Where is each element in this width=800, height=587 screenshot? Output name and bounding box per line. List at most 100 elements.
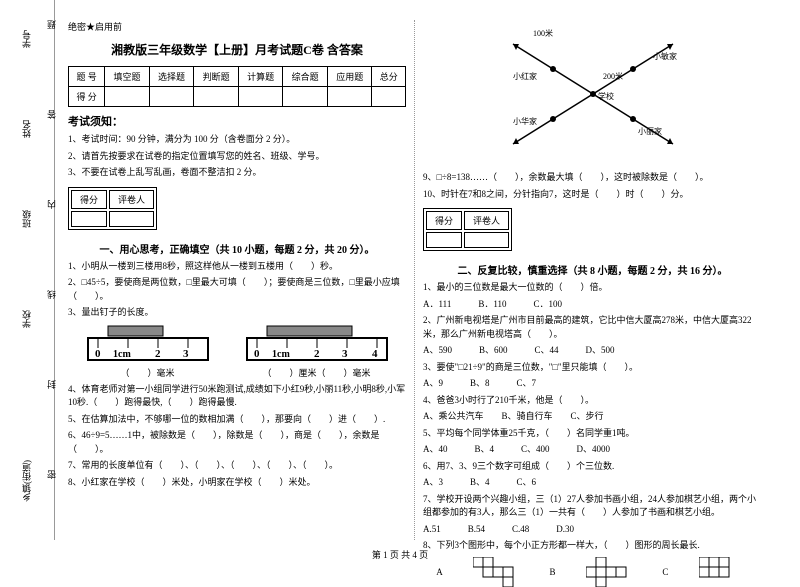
q9: 9、□÷8=138……（ ），余数最大填（ ），这时被除数是（ ）。	[423, 171, 762, 185]
svg-text:2: 2	[155, 348, 161, 360]
p1o: A．111 B．110 C．100	[423, 298, 762, 312]
p6o: A、3 B、4 C、6	[423, 476, 762, 490]
th: 判断题	[194, 67, 239, 87]
page-footer: 第 1 页 共 4 页	[0, 548, 800, 561]
td	[283, 87, 328, 107]
q2: 2、□45÷5，要使商是两位数，□里最大可填（ ）；要使商是三位数，□里最小应填…	[68, 276, 406, 303]
svg-text:3: 3	[183, 348, 189, 360]
q8: 8、小红家在学校（ ）米处，小明家在学校（ ）米处。	[68, 476, 406, 490]
svg-text:小丽家: 小丽家	[638, 126, 662, 136]
notice-item: 3、不要在试卷上乱写乱画，卷面不整洁扣 2 分。	[68, 166, 406, 180]
td	[105, 87, 150, 107]
svg-text:0: 0	[95, 348, 101, 360]
seal-da: 答	[45, 110, 58, 119]
shape-c-label: C	[662, 567, 668, 577]
direction-diagram-icon: 100米 小红家 小敏家 小华家 小丽家 学校 200米	[483, 24, 703, 164]
p3: 3、要使"□21÷9"的商是三位数，"□"里只能填（ ）。	[423, 361, 762, 375]
scorer-box2: 得分评卷人	[423, 208, 512, 251]
td: 得 分	[69, 87, 105, 107]
th: 选择题	[149, 67, 194, 87]
right-column: 100米 小红家 小敏家 小华家 小丽家 学校 200米 9、□÷8=138………	[415, 20, 770, 540]
notice-item: 1、考试时间：90 分钟，满分为 100 分（含卷面分 2 分）。	[68, 133, 406, 147]
shape-b-label: B	[550, 567, 556, 577]
p3o: A、9 B、8 C、7	[423, 377, 762, 391]
seal-ti: 题	[45, 20, 58, 29]
p2o: A、590 B、600 C、44 D、500	[423, 344, 762, 358]
svg-text:1cm: 1cm	[113, 349, 131, 360]
scorer-c1: 得分	[71, 190, 107, 209]
label-xiangzhen: 乡镇(街道)	[20, 460, 33, 502]
shape-b-icon	[586, 557, 636, 587]
seal-xian: 线	[45, 290, 58, 299]
p5o: A、40 B、4 C、400 D、4000	[423, 443, 762, 457]
th: 计算题	[238, 67, 283, 87]
seal-nei: 内	[45, 200, 58, 209]
q6: 6、46÷9=5……1中，被除数是（ ），除数是（ ），商是（ ），余数是（ ）…	[68, 429, 406, 456]
p7o: A.51 B.54 C.48 D.30	[423, 523, 762, 537]
ruler1-label: （ ）毫米	[83, 366, 213, 379]
ruler1-icon: 0 1cm 2 3	[83, 324, 213, 364]
exam-title: 湘教版三年级数学【上册】月考试题C卷 含答案	[68, 41, 406, 58]
p1: 1、最小的三位数是最大一位数的（ ）倍。	[423, 281, 762, 295]
td	[238, 87, 283, 107]
shape-a-icon	[473, 557, 523, 587]
ruler-row: 0 1cm 2 3 （ ）毫米 0 1cm 2 3 4 （ ）厘米（ ）毫米	[68, 324, 406, 379]
svg-text:3: 3	[342, 348, 348, 360]
q5: 5、在估算加法中，不够哪一位的数相加满（ ），那要向（ ）进（ ）.	[68, 413, 406, 427]
svg-text:小敏家: 小敏家	[653, 51, 677, 61]
scorer-c2: 评卷人	[464, 211, 509, 230]
section1-title: 一、用心思考，正确填空（共 10 小题，每题 2 分，共 20 分）。	[68, 241, 406, 256]
p6: 6、用7、3、9三个数字可组成（ ）个三位数.	[423, 460, 762, 474]
notice-title: 考试须知：	[68, 113, 406, 129]
label-xuexiao: 学校	[20, 310, 33, 328]
left-column: 绝密★启用前 湘教版三年级数学【上册】月考试题C卷 含答案 题 号 填空题 选择…	[60, 20, 415, 540]
score-table: 题 号 填空题 选择题 判断题 计算题 综合题 应用题 总分 得 分	[68, 66, 406, 107]
ruler2-icon: 0 1cm 2 3 4	[242, 324, 392, 364]
p7: 7、学校开设两个兴趣小组，三（1）27人参加书画小组，24人参加棋艺小组，两个小…	[423, 493, 762, 520]
th: 总分	[372, 67, 406, 87]
q1: 1、小明从一楼到三楼用8秒，照这样他从一楼到五楼用（ ）秒。	[68, 260, 406, 274]
p5: 5、平均每个同学体重25千克，（ ）名同学重1吨。	[423, 427, 762, 441]
svg-text:学校: 学校	[598, 91, 614, 101]
q7: 7、常用的长度单位有（ ）、（ ）、（ ）、（ ）、（ ）。	[68, 459, 406, 473]
blank	[109, 211, 154, 227]
q4: 4、体育老师对第一小组同学进行50米跑测试,成绩如下小红9秒,小丽11秒,小明8…	[68, 383, 406, 410]
td	[194, 87, 239, 107]
td	[372, 87, 406, 107]
th: 填空题	[105, 67, 150, 87]
svg-text:200米: 200米	[603, 71, 623, 81]
blank	[426, 232, 462, 248]
svg-text:1cm: 1cm	[272, 349, 290, 360]
th: 综合题	[283, 67, 328, 87]
svg-text:小华家: 小华家	[513, 116, 537, 126]
shape-a-label: A	[436, 567, 443, 577]
seal-mi: 密	[45, 470, 58, 479]
q3: 3、量出钉子的长度。	[68, 306, 406, 320]
secret-label: 绝密★启用前	[68, 20, 406, 33]
td	[327, 87, 372, 107]
q10: 10、时针在7和8之间，分针指向7，这时是（ ）时（ ）分。	[423, 188, 762, 202]
th: 应用题	[327, 67, 372, 87]
scorer-c2: 评卷人	[109, 190, 154, 209]
svg-text:0: 0	[254, 348, 260, 360]
p4: 4、爸爸3小时行了210千米，他是（ ）。	[423, 394, 762, 408]
svg-text:100米: 100米	[533, 28, 553, 38]
label-banji: 班级	[20, 210, 33, 228]
binding-margin: 学号 姓名 班级 学校 乡镇(街道) 题 答 内 线 封 密	[0, 0, 55, 540]
ruler2-label: （ ）厘米（ ）毫米	[242, 366, 392, 379]
p4o: A、乘公共汽车 B、骑自行车 C、步行	[423, 410, 762, 424]
shape-c-icon	[699, 557, 749, 587]
svg-text:2: 2	[314, 348, 320, 360]
notice-item: 2、请首先按要求在试卷的指定位置填写您的姓名、班级、学号。	[68, 150, 406, 164]
label-xingming: 姓名	[20, 120, 33, 138]
svg-text:小红家: 小红家	[513, 71, 537, 81]
label-xuehao: 学号	[20, 30, 33, 48]
shapes-row: A B C	[423, 557, 762, 587]
svg-text:4: 4	[372, 348, 378, 360]
blank	[464, 232, 509, 248]
seal-feng: 封	[45, 380, 58, 389]
section2-title: 二、反复比较，慎重选择（共 8 小题，每题 2 分，共 16 分）。	[423, 262, 762, 277]
td	[149, 87, 194, 107]
th: 题 号	[69, 67, 105, 87]
scorer-c1: 得分	[426, 211, 462, 230]
